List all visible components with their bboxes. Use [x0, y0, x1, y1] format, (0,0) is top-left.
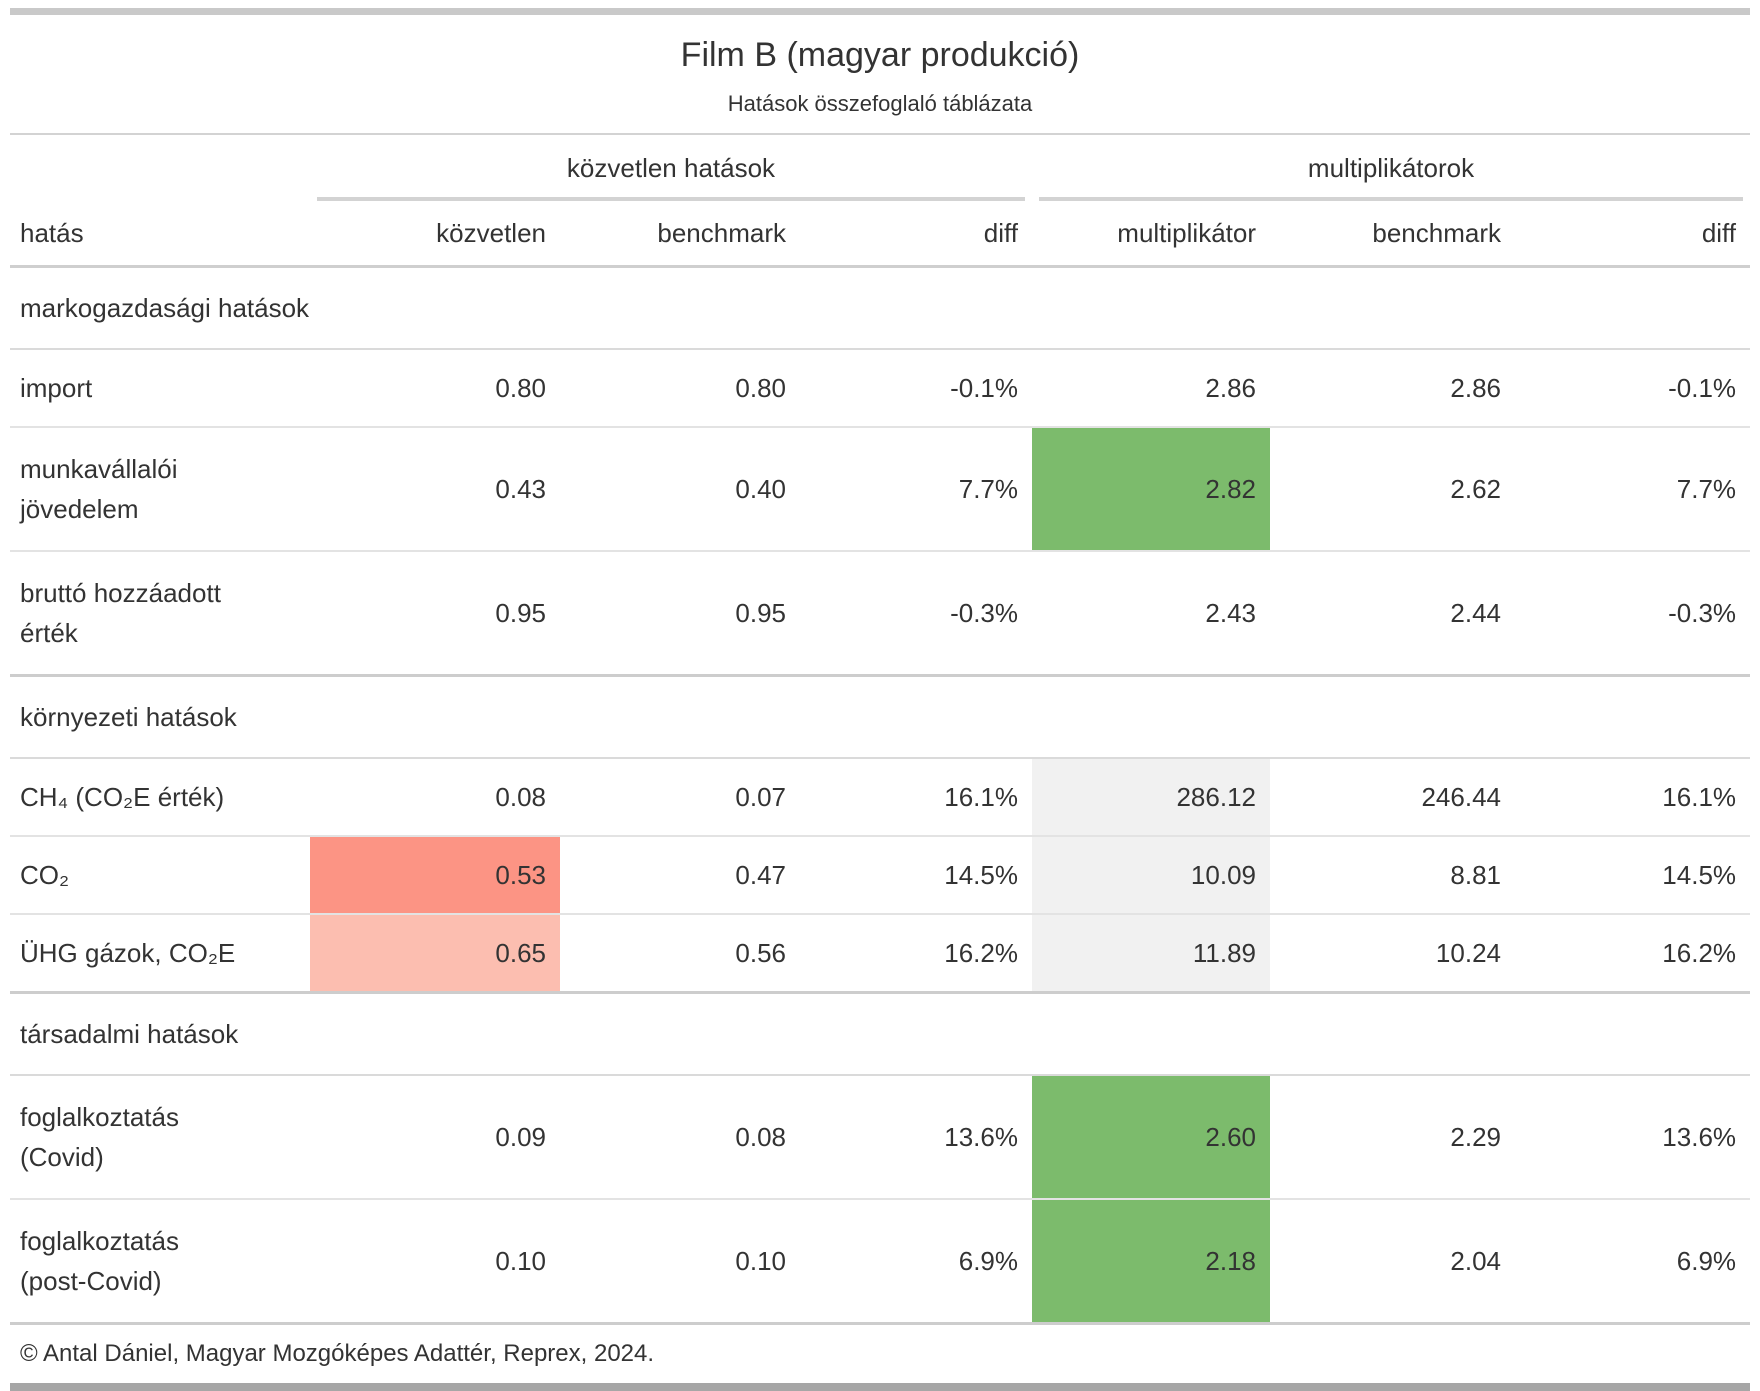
column-header-row: hatás közvetlen benchmark diff multiplik… [10, 201, 1751, 269]
row-label: foglalkoztatás (post-Covid) [10, 1198, 310, 1324]
column-header-diff-2: diff [1515, 201, 1751, 269]
group-header-row: társadalmi hatások [10, 991, 1751, 1077]
column-header-benchmark-1: benchmark [560, 201, 800, 269]
table-row: CO₂ 0.53 0.47 14.5% 10.09 8.81 14.5% [10, 835, 1751, 915]
spanner-direct-effects: közvetlen hatások [310, 135, 1032, 202]
table-bottom-border [10, 1383, 1750, 1391]
cell-benchmark-2: 2.44 [1270, 550, 1515, 676]
summary-table: Film B (magyar produkció) Hatások összef… [10, 8, 1751, 1391]
cell-kozvetlen: 0.10 [310, 1198, 560, 1324]
cell-diff-1: 16.2% [800, 913, 1032, 993]
group-header-label: társadalmi hatások [10, 991, 1751, 1077]
cell-benchmark-2: 10.24 [1270, 913, 1515, 993]
table-row: ÜHG gázok, CO₂E 0.65 0.56 16.2% 11.89 10.24 16… [10, 913, 1751, 993]
table-row: foglalkoztatás (post-Covid) 0.10 0.10 6.9% 2… [10, 1198, 1751, 1324]
cell-multiplikator: 11.89 [1032, 913, 1270, 993]
cell-multiplikator: 2.82 [1032, 426, 1270, 552]
table-row: CH₄ (CO₂E érték) 0.08 0.07 16.1% 286.12 246.4… [10, 757, 1751, 837]
cell-multiplikator: 2.86 [1032, 348, 1270, 428]
cell-benchmark-1: 0.95 [560, 550, 800, 676]
cell-benchmark-1: 0.08 [560, 1074, 800, 1200]
cell-diff-1: -0.1% [800, 348, 1032, 428]
table-row: munkavállalói jövedelem 0.43 0.40 7.7% 2.82 2… [10, 426, 1751, 552]
cell-kozvetlen: 0.65 [310, 913, 560, 993]
table-title: Film B (magyar produkció) [680, 36, 1080, 74]
cell-diff-1: 13.6% [800, 1074, 1032, 1200]
row-label: foglalkoztatás (Covid) [10, 1074, 310, 1200]
table-subtitle: Hatások összefoglaló táblázata [727, 91, 1033, 117]
cell-benchmark-1: 0.80 [560, 348, 800, 428]
cell-diff-1: 14.5% [800, 835, 1032, 915]
cell-diff-2: -0.1% [1515, 348, 1751, 428]
table-row: import 0.80 0.80 -0.1% 2.86 2.86 -0.1% [10, 348, 1751, 428]
group-header-row: markogazdasági hatások [10, 265, 1751, 351]
cell-benchmark-1: 0.10 [560, 1198, 800, 1324]
cell-diff-2: 13.6% [1515, 1074, 1751, 1200]
table-heading: Film B (magyar produkció) Hatások összef… [10, 15, 1750, 136]
group-header-row: környezeti hatások [10, 674, 1751, 760]
cell-diff-2: 16.1% [1515, 757, 1751, 837]
spanner-direct-effects-label: közvetlen hatások [317, 153, 1025, 202]
source-note: © Antal Dániel, Magyar Mozgóképes Adatté… [10, 1322, 1751, 1384]
cell-benchmark-2: 2.29 [1270, 1074, 1515, 1200]
column-header-multiplikator: multiplikátor [1032, 201, 1270, 269]
row-label: bruttó hozzáadott érték [10, 550, 310, 676]
cell-benchmark-1: 0.40 [560, 426, 800, 552]
cell-multiplikator: 2.43 [1032, 550, 1270, 676]
row-label: munkavállalói jövedelem [10, 426, 310, 552]
cell-benchmark-1: 0.47 [560, 835, 800, 915]
spanner-row: közvetlen hatások multiplikátorok [10, 135, 1750, 202]
table-body: markogazdasági hatások import 0.80 0.80 -0.1… [10, 265, 1751, 1324]
cell-diff-1: 6.9% [800, 1198, 1032, 1324]
source-note-row: © Antal Dániel, Magyar Mozgóképes Adatté… [10, 1322, 1751, 1384]
cell-kozvetlen: 0.80 [310, 348, 560, 428]
row-label: import [10, 348, 310, 428]
column-header-hatas: hatás [10, 201, 310, 269]
cell-kozvetlen: 0.09 [310, 1074, 560, 1200]
cell-multiplikator: 286.12 [1032, 757, 1270, 837]
column-header-diff-1: diff [800, 201, 1032, 269]
cell-diff-2: 16.2% [1515, 913, 1751, 993]
page: Film B (magyar produkció) Hatások összef… [10, 8, 1751, 1391]
cell-kozvetlen: 0.08 [310, 757, 560, 837]
cell-benchmark-2: 2.86 [1270, 348, 1515, 428]
cell-diff-1: 7.7% [800, 426, 1032, 552]
cell-kozvetlen: 0.43 [310, 426, 560, 552]
cell-benchmark-2: 246.44 [1270, 757, 1515, 837]
spanner-multipliers-label: multiplikátorok [1039, 153, 1744, 202]
effects-table: közvetlen hatások multiplikátorok hatás … [10, 135, 1751, 1384]
column-header-kozvetlen: közvetlen [310, 201, 560, 269]
cell-benchmark-1: 0.07 [560, 757, 800, 837]
row-label: CO₂ [10, 835, 310, 915]
table-row: bruttó hozzáadott érték 0.95 0.95 -0.3% 2.43… [10, 550, 1751, 676]
cell-diff-2: -0.3% [1515, 550, 1751, 676]
row-label: ÜHG gázok, CO₂E [10, 913, 310, 993]
cell-kozvetlen: 0.95 [310, 550, 560, 676]
cell-diff-1: 16.1% [800, 757, 1032, 837]
cell-benchmark-1: 0.56 [560, 913, 800, 993]
column-header-benchmark-2: benchmark [1270, 201, 1515, 269]
cell-multiplikator: 2.18 [1032, 1198, 1270, 1324]
spanner-empty-stub [10, 135, 310, 201]
cell-benchmark-2: 8.81 [1270, 835, 1515, 915]
cell-diff-2: 6.9% [1515, 1198, 1751, 1324]
cell-kozvetlen: 0.53 [310, 835, 560, 915]
table-top-border [10, 8, 1750, 15]
cell-multiplikator: 2.60 [1032, 1074, 1270, 1200]
group-header-label: környezeti hatások [10, 674, 1751, 760]
cell-multiplikator: 10.09 [1032, 835, 1270, 915]
group-header-label: markogazdasági hatások [10, 265, 1751, 351]
cell-diff-1: -0.3% [800, 550, 1032, 676]
cell-benchmark-2: 2.62 [1270, 426, 1515, 552]
table-row: foglalkoztatás (Covid) 0.09 0.08 13.6% 2.60 2… [10, 1074, 1751, 1200]
cell-diff-2: 14.5% [1515, 835, 1751, 915]
cell-diff-2: 7.7% [1515, 426, 1751, 552]
row-label: CH₄ (CO₂E érték) [10, 757, 310, 837]
spanner-multipliers: multiplikátorok [1032, 135, 1750, 202]
cell-benchmark-2: 2.04 [1270, 1198, 1515, 1324]
